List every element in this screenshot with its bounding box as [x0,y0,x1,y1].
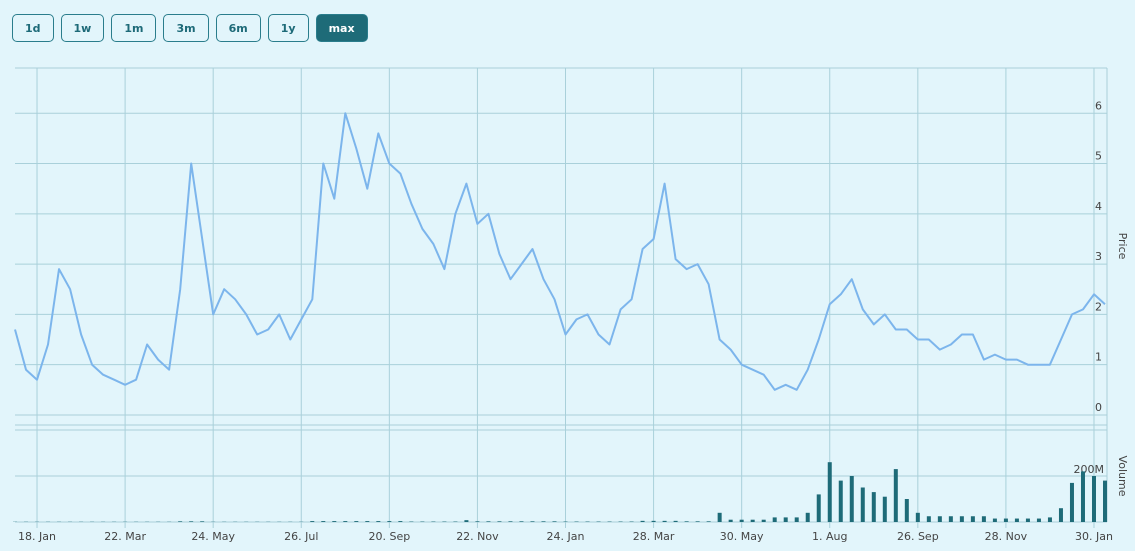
volume-bar [1091,476,1096,522]
price-line [14,112,1106,391]
volume-bar [739,519,744,522]
volume-bar [871,492,876,522]
range-buttons: 1d 1w 1m 3m 6m 1y max [12,14,368,42]
y-tick-label: 6 [1095,99,1102,112]
volume-bar [1103,480,1107,522]
volume-bar [948,516,953,522]
y-tick-label: 5 [1095,150,1102,163]
volume-bar [651,520,656,522]
volume-bar [508,521,513,522]
volume-bar [1080,471,1085,522]
x-tick-label: 26. Jul [284,530,318,543]
volume-bar [189,521,194,522]
x-tick-label: 30. Jan [1075,530,1113,543]
x-tick-label: 1. Aug [812,530,847,543]
y-tick-label: 3 [1095,250,1102,263]
y-axis-title: Price [1116,233,1129,260]
x-tick-label: 30. May [720,530,764,543]
volume-bar [684,521,689,522]
volume-bar [750,519,755,522]
volume-bar [728,519,733,522]
volume-bar [915,512,920,522]
volume-bar [332,521,337,522]
x-tick-label: 24. May [191,530,235,543]
volume-bar [772,517,777,522]
y-tick-label: 4 [1095,200,1102,213]
volume-bar [1014,518,1019,522]
volume-bar [464,520,469,522]
volume-bar [959,516,964,522]
x-tick-label: 20. Sep [368,530,410,543]
volume-bar [827,462,832,522]
range-button[interactable]: 3m [163,14,209,42]
volume-bar [365,521,370,522]
volume-bar [926,516,931,522]
volume-bar [530,521,535,522]
volume-bar [387,521,392,522]
volume-bar [761,519,766,522]
volume-bar [706,521,711,522]
volume-bar [805,512,810,522]
range-button[interactable]: 1d [12,14,54,42]
volume-bar [376,521,381,522]
volume-bar [310,521,315,522]
volume-bar [1047,517,1052,522]
volume-bar [882,496,887,522]
volume-bar [519,521,524,522]
y2-tick-label: 200M [1074,463,1105,476]
volume-bar [497,521,502,522]
volume-bar [178,521,183,522]
range-button[interactable]: 1y [267,14,309,42]
volume-bar [354,521,359,522]
x-tick-label: 28. Mar [633,530,675,543]
x-tick-label: 26. Sep [897,530,939,543]
volume-bar [321,521,326,522]
volume-bar [860,487,865,522]
volume-bar [816,494,821,522]
volume-bar [486,521,491,522]
volume-bar [1069,482,1074,522]
y-tick-label: 0 [1095,401,1102,414]
volume-bar [717,512,722,522]
volume-bar [541,521,546,522]
x-tick-label: 28. Nov [985,530,1028,543]
volume-bar [981,516,986,522]
volume-bar [673,520,678,522]
volume-bar [893,469,898,522]
volume-bar [783,517,788,522]
volume-bar [937,516,942,522]
volume-bar [662,520,667,522]
range-button[interactable]: 1m [111,14,157,42]
volume-bar [552,521,557,522]
y-tick-label: 1 [1095,351,1102,364]
volume-bar [1058,508,1063,522]
range-button[interactable]: 1w [60,14,105,42]
x-tick-label: 18. Jan [18,530,56,543]
volume-bar [200,521,205,522]
x-tick-label: 22. Nov [456,530,499,543]
volume-bar [1003,518,1008,522]
volume-bar [992,518,997,522]
volume-bar [970,516,975,522]
volume-bar [849,476,854,522]
volume-bar [1036,518,1041,522]
range-button[interactable]: 6m [215,14,261,42]
x-tick-label: 22. Mar [104,530,146,543]
volume-bar [695,521,700,522]
volume-bar [640,520,645,522]
y-tick-label: 2 [1095,300,1102,313]
volume-bar [1025,518,1030,522]
volume-bar [343,521,348,522]
range-button[interactable]: max [315,14,368,42]
volume-bar [794,517,799,522]
volume-bar [904,499,909,522]
y2-axis-title: Volume [1116,456,1129,497]
volume-bar [475,521,480,522]
volume-bar [398,521,403,522]
x-tick-label: 24. Jan [547,530,585,543]
volume-bar [838,480,843,522]
